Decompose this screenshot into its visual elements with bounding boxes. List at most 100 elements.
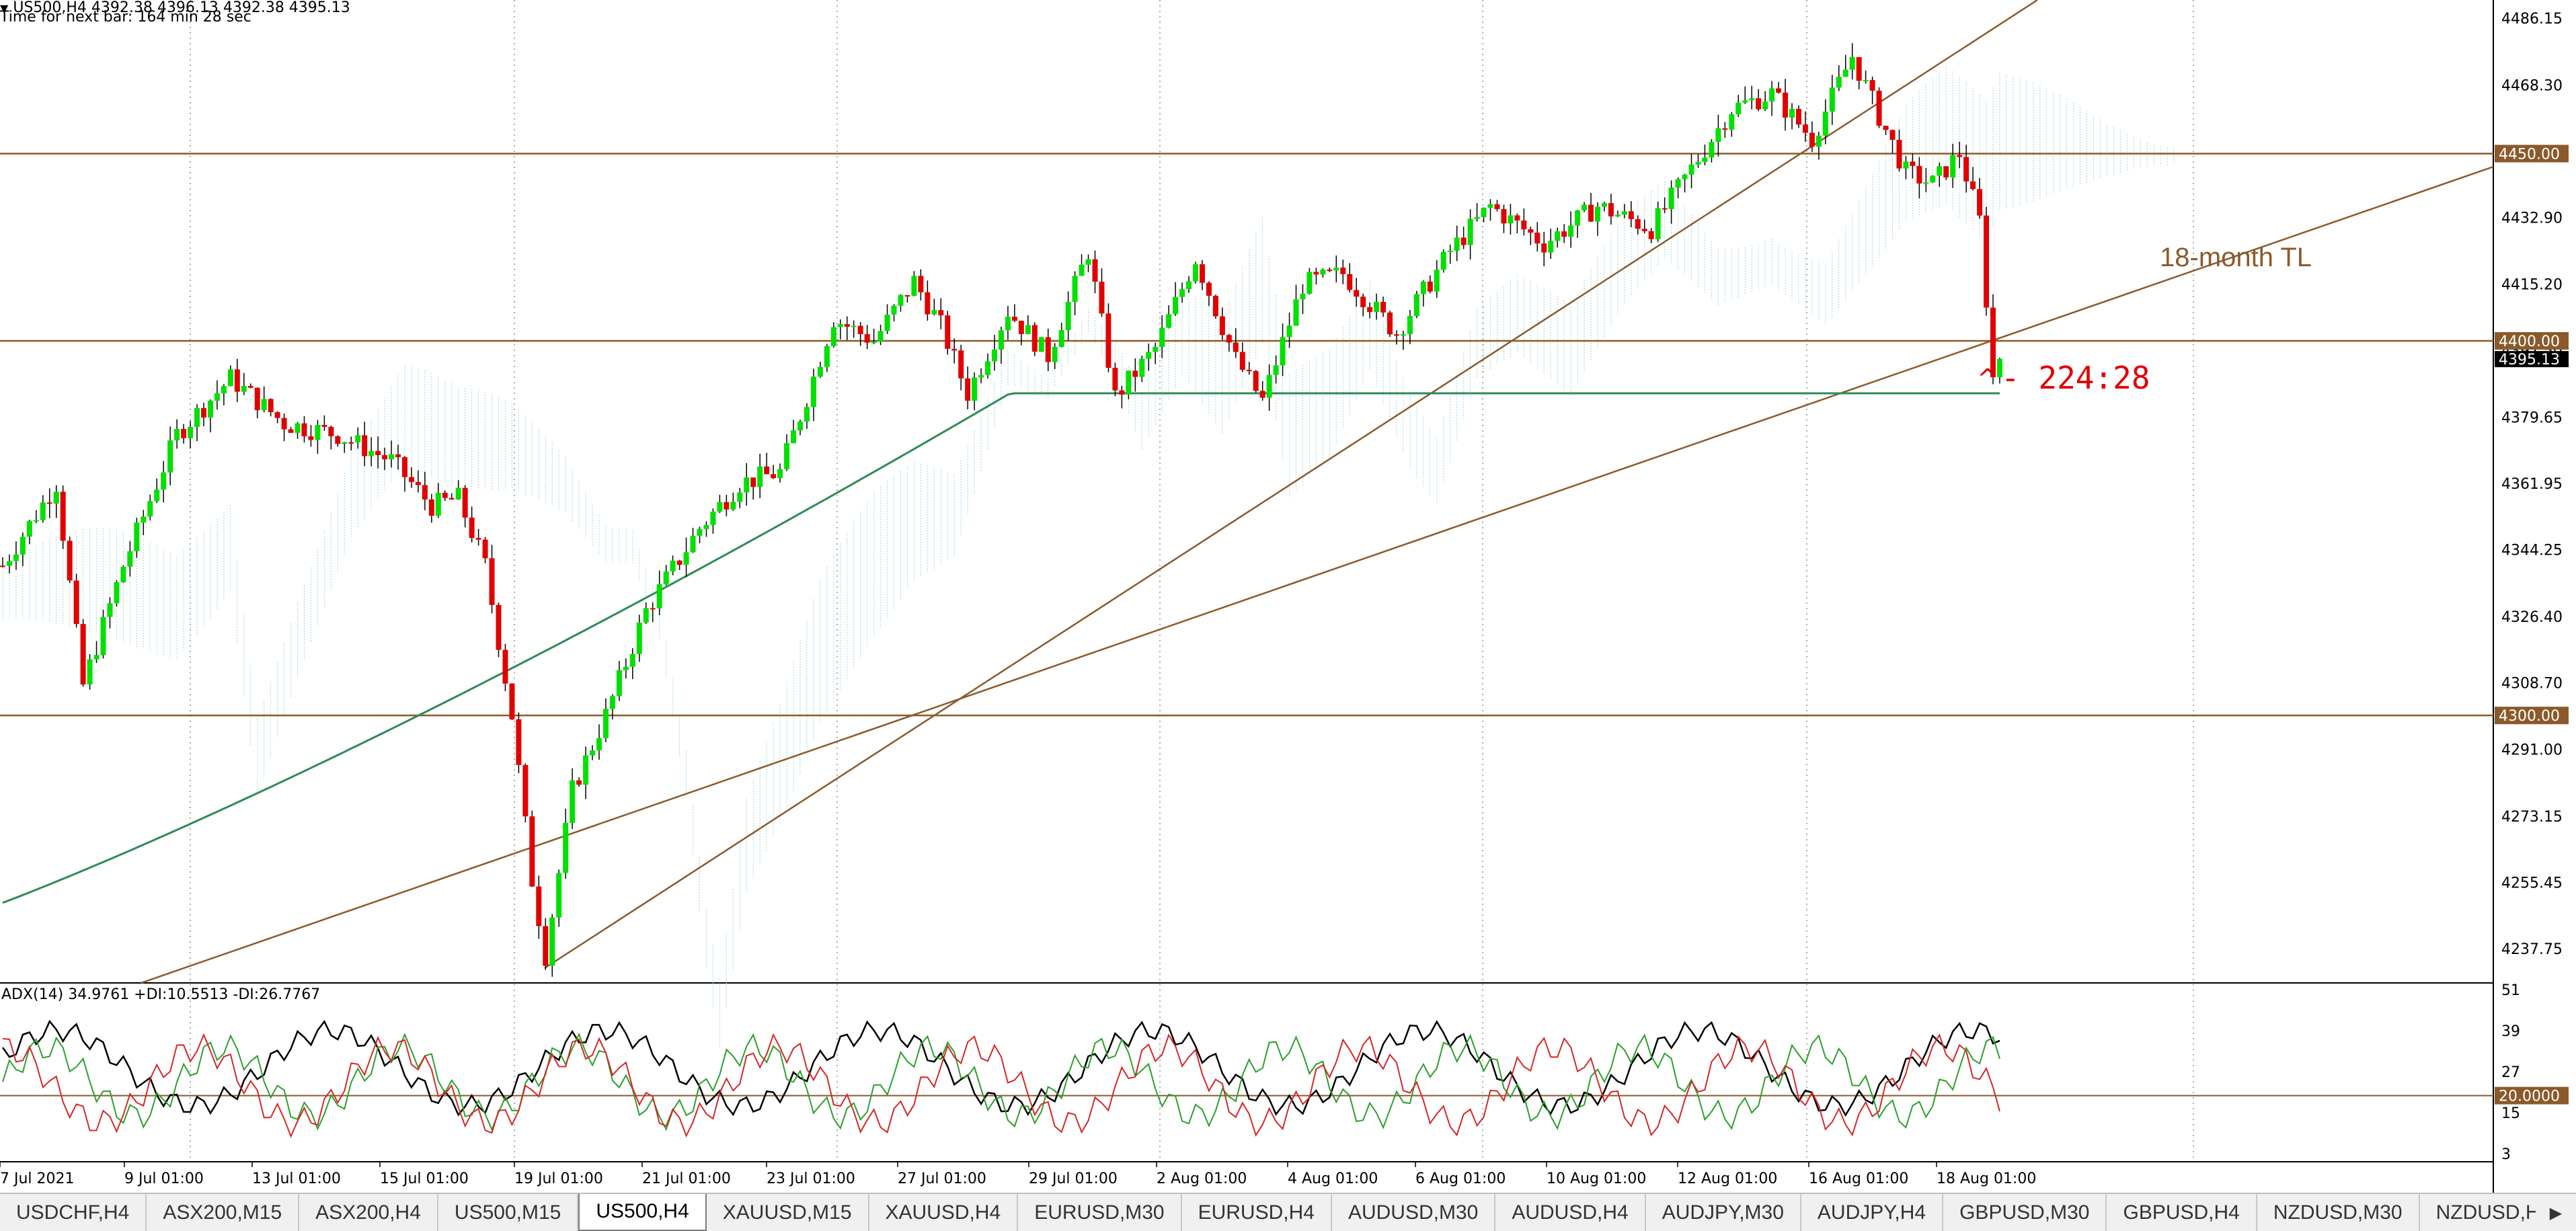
candle: [884, 314, 890, 331]
candle: [844, 324, 850, 327]
candle: [100, 617, 106, 656]
candle: [1293, 299, 1299, 326]
candle: [455, 487, 461, 500]
candle: [1126, 370, 1132, 395]
tab-scroll-button[interactable]: ▶: [2536, 1193, 2576, 1231]
adx-tick-label: 27: [2501, 1064, 2520, 1081]
tab-audjpy-h4[interactable]: AUDJPY,H4: [1801, 1194, 1944, 1231]
time-tick-label: 21 Jul 01:00: [642, 1170, 731, 1187]
price-tick-label: 4273.15: [2501, 809, 2563, 826]
candle: [207, 401, 213, 418]
candle: [1219, 316, 1225, 335]
candle: [194, 408, 200, 427]
candle: [1065, 302, 1071, 330]
tab-audusd-h4[interactable]: AUDUSD,H4: [1495, 1194, 1646, 1231]
candle: [1474, 216, 1480, 219]
price-axis[interactable]: 4486.154468.304450.604432.904415.204397.…: [2495, 11, 2569, 958]
candle: [200, 408, 206, 418]
ichimoku-cloud: [2, 67, 2175, 1049]
candle: [1984, 215, 1990, 308]
price-tick-label: 4379.65: [2501, 409, 2563, 426]
candle: [1460, 237, 1467, 245]
tab-us500-h4[interactable]: US500,H4: [578, 1194, 707, 1231]
candle: [80, 624, 86, 685]
candle: [1226, 335, 1232, 343]
candle: [127, 551, 133, 567]
candle: [1454, 237, 1460, 251]
candle: [931, 310, 937, 315]
candle: [214, 393, 220, 401]
tab-asx200-h4[interactable]: ASX200,H4: [299, 1194, 438, 1231]
candle: [744, 477, 750, 493]
candle: [1635, 219, 1641, 229]
tab-xauusd-m15[interactable]: XAUUSD,M15: [707, 1194, 869, 1231]
candle: [556, 873, 562, 918]
trendline-steep[interactable]: [544, 0, 2038, 969]
time-tick-label: 29 Jul 01:00: [1029, 1170, 1118, 1187]
time-tick-label: 12 Aug 01:00: [1678, 1170, 1777, 1187]
candle: [1085, 259, 1091, 265]
candle: [335, 436, 341, 444]
candle: [1789, 108, 1795, 118]
candle: [1876, 90, 1882, 126]
candle: [1548, 241, 1554, 253]
candle: [1869, 80, 1875, 91]
candle: [1809, 132, 1815, 147]
candle: [93, 655, 100, 660]
tab-eurusd-m30[interactable]: EURUSD,M30: [1018, 1194, 1182, 1231]
moving-average-line: [2, 392, 2000, 904]
candle: [543, 926, 549, 966]
candle: [221, 386, 227, 394]
tab-asx200-m15[interactable]: ASX200,M15: [147, 1194, 300, 1231]
tab-gbpusd-h4[interactable]: GBPUSD,H4: [2107, 1194, 2257, 1231]
candle: [663, 571, 669, 585]
adx-tick-label: 39: [2501, 1023, 2520, 1040]
price-tick-label: 4415.20: [2501, 276, 2563, 293]
collapse-triangle-icon[interactable]: ▼: [0, 2, 9, 15]
candle: [448, 498, 455, 500]
chart-area[interactable]: ^ - 224:28 18-month TL 4486.15 4468.30 445…: [0, 0, 2576, 1193]
candlestick-series: [0, 43, 2002, 977]
tab-audjpy-m30[interactable]: AUDJPY,M30: [1646, 1194, 1801, 1231]
tab-xauusd-h4[interactable]: XAUUSD,H4: [869, 1194, 1019, 1231]
candle: [308, 436, 314, 440]
candle: [1561, 231, 1567, 237]
candle: [1025, 325, 1031, 334]
time-tick-label: 10 Aug 01:00: [1547, 1170, 1646, 1187]
candle: [1501, 209, 1507, 224]
tab-us500-m15[interactable]: US500,M15: [438, 1194, 579, 1231]
candle: [1347, 274, 1353, 290]
candle: [656, 584, 662, 608]
candle: [1990, 307, 1996, 378]
time-tick-label: 2 Aug 01:00: [1157, 1170, 1247, 1187]
candle: [1668, 187, 1674, 209]
trendlines[interactable]: [141, 0, 2494, 984]
candle: [1038, 337, 1044, 352]
tab-eurusd-h4[interactable]: EURUSD,H4: [1182, 1194, 1332, 1231]
candle: [1031, 325, 1038, 352]
horizontal-levels[interactable]: [0, 153, 2493, 717]
candle: [877, 331, 884, 342]
candle: [1910, 161, 1916, 166]
candle: [87, 659, 93, 685]
candle: [911, 276, 917, 296]
candle: [945, 315, 951, 349]
candle: [1829, 87, 1835, 112]
candle: [1715, 128, 1721, 143]
candle: [1742, 100, 1748, 103]
adx-tick-label: 15: [2501, 1105, 2520, 1122]
tab-gbpusd-m30[interactable]: GBPUSD,M30: [1943, 1194, 2107, 1231]
candle: [1795, 108, 1801, 125]
candle: [1662, 208, 1668, 210]
tab-nzdusd-m30[interactable]: NZDUSD,M30: [2257, 1194, 2420, 1231]
candle: [750, 477, 756, 487]
candle: [1173, 296, 1179, 315]
candle: [810, 376, 816, 407]
candle: [1896, 139, 1902, 169]
candle: [502, 649, 508, 684]
candle: [1688, 164, 1694, 175]
tab-audusd-m30[interactable]: AUDUSD,M30: [1332, 1194, 1496, 1231]
tab-usdchf-h4[interactable]: USDCHF,H4: [0, 1194, 147, 1231]
candle: [1849, 56, 1855, 70]
candle: [1575, 210, 1581, 226]
